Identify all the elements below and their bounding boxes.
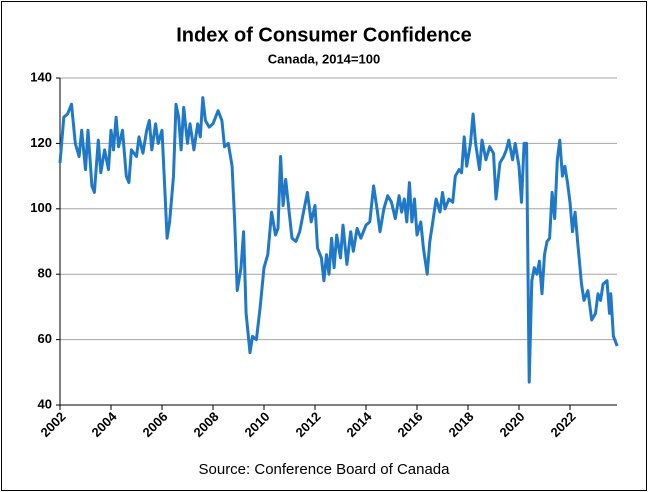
source-note: Source: Conference Board of Canada (199, 461, 451, 478)
chart-subtitle: Canada, 2014=100 (268, 51, 380, 66)
chart-title: Index of Consumer Confidence (176, 24, 472, 46)
y-tick-label: 60 (38, 331, 52, 346)
y-tick-label: 100 (30, 200, 52, 215)
y-tick-label: 40 (38, 396, 52, 411)
data-line (58, 96, 619, 384)
y-tick-label: 120 (30, 135, 52, 150)
y-tick-label: 80 (38, 266, 52, 281)
y-tick-label: 140 (30, 69, 52, 84)
